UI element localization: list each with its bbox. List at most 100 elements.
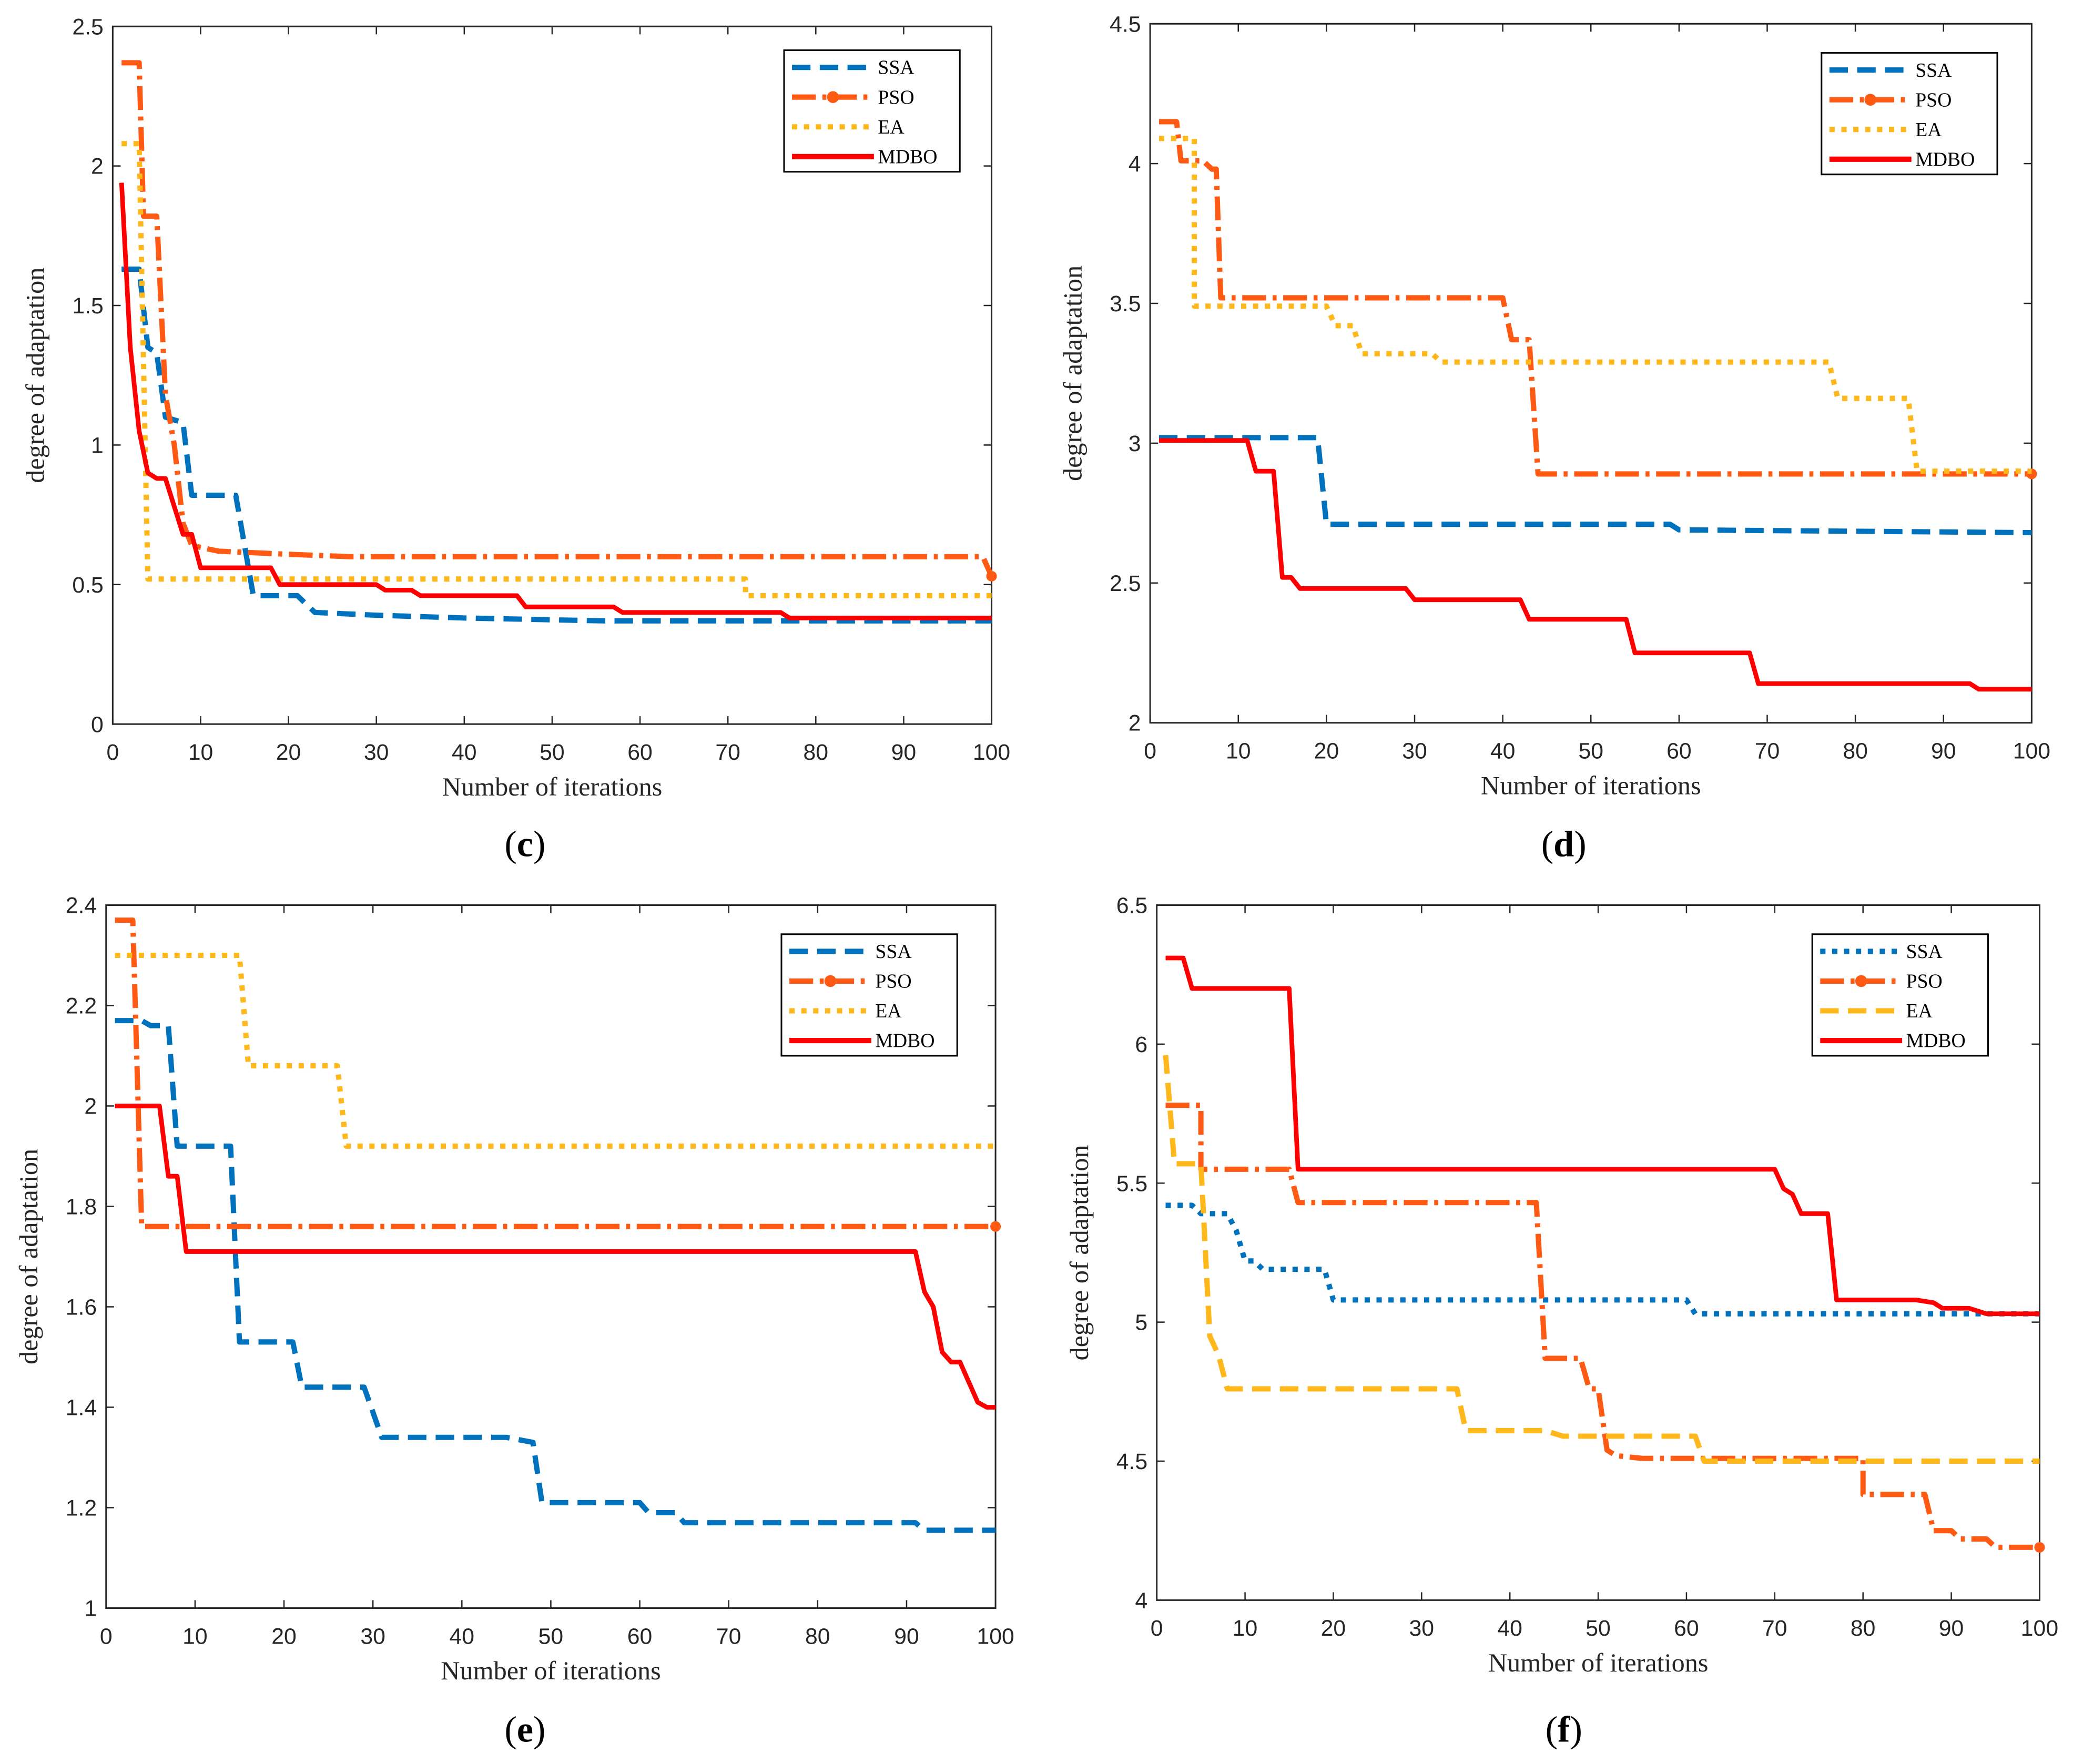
legend-box bbox=[780, 933, 958, 1057]
legend-label: EA bbox=[875, 1000, 901, 1022]
x-tick-label: 60 bbox=[1666, 739, 1692, 764]
legend: SSA PSO EA MDBO bbox=[780, 933, 958, 1057]
y-tick-label: 1.8 bbox=[66, 1195, 97, 1220]
x-tick-label: 20 bbox=[271, 1624, 297, 1649]
chart-f: 0 10 20 30 40 50 60 70 80 90 100 4 4.5 5 5.5 6 6.5 Number… bbox=[1064, 893, 2058, 1750]
x-tick-label: 80 bbox=[1851, 1616, 1876, 1641]
end-marker bbox=[2034, 1542, 2045, 1553]
legend-label: EA bbox=[878, 116, 904, 138]
legend-label: SSA bbox=[1906, 941, 1943, 963]
x-tick-label: 20 bbox=[1321, 1616, 1346, 1641]
series-line-pso bbox=[121, 60, 994, 578]
legend-label: SSA bbox=[875, 941, 911, 963]
caption-open: ( bbox=[504, 823, 516, 864]
caption-close: ) bbox=[1570, 1709, 1582, 1750]
y-tick-label: 4.5 bbox=[1110, 12, 1141, 37]
y-tick-label: 2 bbox=[1129, 711, 1141, 736]
series-line-ea bbox=[115, 952, 996, 1149]
y-tick-label: 1.2 bbox=[66, 1496, 97, 1521]
series-line-ssa bbox=[121, 266, 992, 624]
legend-marker bbox=[1864, 94, 1877, 106]
y-tick-label: 4.5 bbox=[1116, 1449, 1147, 1474]
end-marker bbox=[990, 1221, 1001, 1232]
y-tick-label: 0.5 bbox=[72, 573, 103, 598]
x-tick-label: 10 bbox=[1233, 1616, 1258, 1641]
x-tick-label: 90 bbox=[891, 740, 917, 765]
legend-label: PSO bbox=[878, 86, 914, 108]
x-tick-label: 50 bbox=[540, 740, 565, 765]
legend-label: MDBO bbox=[878, 146, 937, 168]
x-tick-label: 20 bbox=[276, 740, 301, 765]
x-tick-label: 50 bbox=[1586, 1616, 1611, 1641]
x-tick-label: 60 bbox=[627, 1624, 653, 1649]
x-tick-label: 70 bbox=[716, 1624, 741, 1649]
x-tick-label: 40 bbox=[1497, 1616, 1522, 1641]
y-tick-label: 5.5 bbox=[1116, 1171, 1147, 1196]
caption-open: ( bbox=[504, 1709, 516, 1750]
x-tick-label: 20 bbox=[1314, 739, 1339, 764]
y-tick-label: 6 bbox=[1135, 1032, 1147, 1057]
series-line-ssa bbox=[115, 1018, 996, 1533]
legend-label: EA bbox=[1915, 119, 1942, 141]
legend-box bbox=[1811, 933, 1989, 1057]
y-tick-label: 1.4 bbox=[66, 1395, 97, 1421]
x-tick-label: 40 bbox=[452, 740, 477, 765]
legend: SSA PSO EA MDBO bbox=[1811, 933, 1989, 1057]
caption-letter: f bbox=[1558, 1709, 1571, 1750]
caption-letter: e bbox=[517, 1709, 533, 1750]
x-tick-label: 60 bbox=[627, 740, 653, 765]
x-tick-label: 60 bbox=[1674, 1616, 1699, 1641]
x-tick-label: 100 bbox=[973, 740, 1010, 765]
x-tick-label: 70 bbox=[1755, 739, 1780, 764]
x-tick-label: 40 bbox=[1490, 739, 1516, 764]
x-tick-label: 90 bbox=[894, 1624, 919, 1649]
series-line-pso bbox=[115, 917, 996, 1229]
series-line-ssa bbox=[1165, 1202, 2040, 1317]
x-tick-label: 70 bbox=[1762, 1616, 1787, 1641]
y-axis-label: degree of adaptation bbox=[1058, 266, 1087, 481]
y-tick-label: 2 bbox=[91, 154, 104, 179]
x-tick-label: 90 bbox=[1939, 1616, 1964, 1641]
series-line-ea bbox=[121, 141, 992, 598]
x-tick-label: 10 bbox=[182, 1624, 208, 1649]
legend-label: SSA bbox=[1915, 59, 1952, 81]
x-axis-label: Number of iterations bbox=[1488, 1648, 1709, 1677]
y-tick-label: 4 bbox=[1135, 1588, 1147, 1613]
panel-caption: (f) bbox=[1546, 1709, 1582, 1750]
x-tick-label: 100 bbox=[977, 1624, 1014, 1649]
chart-c: 0 10 20 30 40 50 60 70 80 90 100 0 0.5 1 1.5 2 2.5 Number… bbox=[21, 14, 1011, 864]
panel-caption: (d) bbox=[1541, 823, 1587, 864]
x-tick-label: 10 bbox=[188, 740, 214, 765]
x-tick-label: 50 bbox=[1578, 739, 1603, 764]
legend-marker bbox=[827, 91, 839, 104]
panel-caption: (c) bbox=[504, 823, 545, 864]
end-marker bbox=[986, 570, 997, 582]
legend-label: MDBO bbox=[1915, 148, 1975, 170]
x-tick-label: 10 bbox=[1226, 739, 1251, 764]
legend-marker bbox=[824, 975, 837, 987]
x-tick-label: 30 bbox=[364, 740, 389, 765]
legend-box bbox=[783, 49, 961, 173]
series-line-mdbo bbox=[1165, 955, 2040, 1317]
legend-marker bbox=[1855, 975, 1867, 987]
legend: SSA PSO EA MDBO bbox=[783, 49, 961, 173]
y-tick-label: 4 bbox=[1129, 151, 1141, 177]
y-tick-label: 5 bbox=[1135, 1310, 1147, 1335]
x-tick-label: 30 bbox=[360, 1624, 385, 1649]
y-tick-label: 2.2 bbox=[66, 994, 97, 1019]
legend-label: EA bbox=[1906, 1000, 1933, 1022]
x-axis-label: Number of iterations bbox=[442, 772, 663, 801]
chart-d: 0 10 20 30 40 50 60 70 80 90 100 2 2.5 3 3.5 4 4.5 Number… bbox=[1058, 12, 2050, 864]
y-tick-label: 2.5 bbox=[72, 14, 103, 39]
y-tick-label: 0 bbox=[91, 712, 104, 737]
y-tick-label: 1.5 bbox=[72, 293, 103, 319]
caption-letter: d bbox=[1553, 823, 1574, 864]
x-tick-label: 70 bbox=[715, 740, 740, 765]
caption-letter: c bbox=[517, 823, 533, 864]
x-tick-label: 30 bbox=[1402, 739, 1427, 764]
series-line-mdbo bbox=[115, 1104, 996, 1410]
x-axis-label: Number of iterations bbox=[1481, 770, 1701, 800]
x-tick-label: 80 bbox=[1843, 739, 1868, 764]
y-tick-label: 1 bbox=[84, 1596, 97, 1622]
series-line-ea bbox=[1163, 1055, 2040, 1464]
